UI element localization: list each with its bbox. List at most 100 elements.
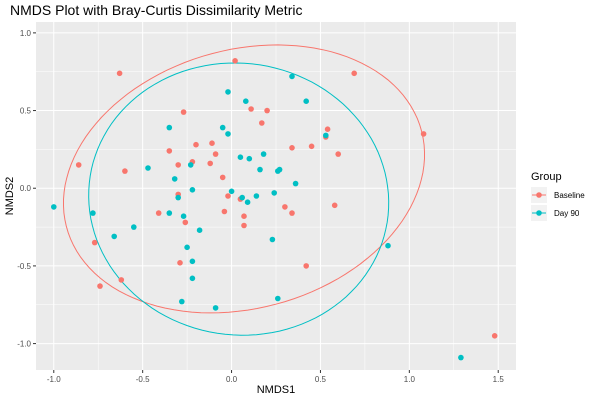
data-points [51, 58, 498, 361]
point-day-90 [131, 224, 137, 230]
point-baseline [289, 145, 295, 151]
y-tick-label: -1.0 [17, 340, 31, 349]
y-axis-ticks: -1.0 -0.5 0.0 0.5 1.0 [17, 29, 36, 349]
point-day-90 [189, 187, 196, 193]
point-day-90 [239, 194, 245, 201]
point-baseline [225, 193, 231, 199]
point-baseline [180, 109, 187, 115]
confidence-ellipses [63, 44, 425, 336]
x-axis-title: NMDS1 [257, 384, 296, 396]
point-baseline [282, 204, 288, 210]
legend-marker-baseline [536, 192, 542, 198]
point-baseline [331, 202, 338, 209]
point-baseline [193, 141, 199, 148]
point-baseline [122, 168, 128, 174]
point-day-90 [166, 210, 173, 216]
point-baseline [420, 131, 427, 137]
point-day-90 [187, 162, 194, 168]
point-day-90 [225, 131, 231, 137]
point-day-90 [51, 204, 57, 210]
point-baseline [182, 219, 189, 226]
point-baseline [219, 174, 226, 181]
point-day-90 [180, 213, 187, 219]
point-day-90 [225, 89, 231, 95]
point-day-90 [260, 151, 267, 157]
point-day-90 [385, 242, 391, 249]
point-baseline [207, 160, 213, 167]
y-tick-label: -0.5 [17, 262, 31, 271]
point-day-90 [228, 188, 235, 195]
x-tick-label: -0.5 [136, 375, 150, 384]
point-day-90 [189, 275, 196, 282]
point-baseline [75, 162, 82, 168]
minor-gridlines [36, 22, 516, 370]
point-baseline [491, 333, 498, 339]
x-tick-label: 1.5 [493, 375, 505, 384]
point-day-90 [292, 180, 299, 187]
point-day-90 [323, 132, 329, 139]
point-day-90 [276, 166, 283, 173]
point-baseline [308, 143, 315, 150]
point-day-90 [212, 305, 219, 311]
point-baseline [259, 120, 265, 126]
legend-label-day-90: Day 90 [554, 209, 580, 218]
point-day-90 [196, 227, 203, 233]
point-day-90 [179, 298, 185, 305]
point-baseline [289, 210, 295, 216]
point-baseline [212, 151, 219, 157]
point-baseline [91, 239, 98, 246]
point-baseline [264, 107, 270, 114]
point-baseline [209, 140, 215, 146]
legend-label-baseline: Baseline [554, 191, 585, 200]
y-tick-label: 0.5 [20, 107, 32, 116]
point-baseline [166, 148, 173, 154]
point-day-90 [90, 210, 96, 216]
point-day-90 [303, 98, 310, 104]
point-baseline [303, 263, 310, 269]
point-baseline [97, 283, 103, 289]
point-day-90 [171, 176, 178, 182]
point-day-90 [184, 244, 190, 251]
y-tick-label: 1.0 [20, 29, 32, 38]
ellipse-day-90 [88, 62, 390, 336]
legend-items: Baseline Day 90 [531, 187, 585, 221]
point-baseline [241, 213, 247, 219]
point-day-90 [275, 295, 281, 302]
point-day-90 [237, 154, 244, 160]
point-day-90 [175, 194, 181, 201]
y-axis-title: NMDS2 [4, 177, 16, 216]
point-day-90 [219, 124, 226, 131]
point-baseline [116, 70, 123, 77]
point-baseline [155, 210, 162, 216]
x-axis-ticks: -1.0 -0.5 0.0 0.5 1.0 1.5 [47, 370, 504, 384]
x-tick-label: -1.0 [47, 375, 61, 384]
point-baseline [175, 162, 181, 168]
x-tick-label: 0.0 [226, 375, 238, 384]
point-day-90 [289, 73, 295, 80]
point-day-90 [257, 166, 263, 173]
legend: Group Baseline Day 90 [531, 171, 585, 221]
point-day-90 [244, 199, 251, 205]
x-tick-label: 1.0 [404, 375, 416, 384]
point-baseline [335, 151, 342, 157]
point-day-90 [253, 193, 260, 199]
point-baseline [241, 222, 247, 229]
point-baseline [232, 58, 238, 64]
point-day-90 [246, 155, 253, 162]
y-tick-label: 0.0 [20, 184, 32, 193]
point-day-90 [111, 233, 117, 240]
legend-title: Group [531, 171, 562, 183]
major-gridlines [36, 22, 516, 370]
point-day-90 [269, 236, 276, 243]
legend-marker-day-90 [536, 210, 542, 216]
point-day-90 [271, 190, 278, 196]
point-day-90 [189, 258, 196, 265]
point-baseline [351, 70, 358, 77]
chart-title: NMDS Plot with Bray-Curtis Dissimilarity… [10, 2, 302, 18]
point-baseline [324, 126, 331, 132]
point-day-90 [145, 165, 151, 171]
point-baseline [177, 260, 183, 266]
point-day-90 [243, 98, 249, 104]
point-baseline [248, 106, 254, 112]
